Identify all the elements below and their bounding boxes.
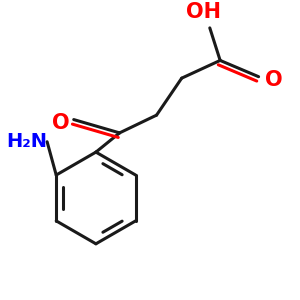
Text: OH: OH: [186, 2, 221, 22]
Text: H₂N: H₂N: [6, 132, 47, 151]
Text: O: O: [265, 70, 282, 90]
Text: O: O: [52, 112, 69, 133]
